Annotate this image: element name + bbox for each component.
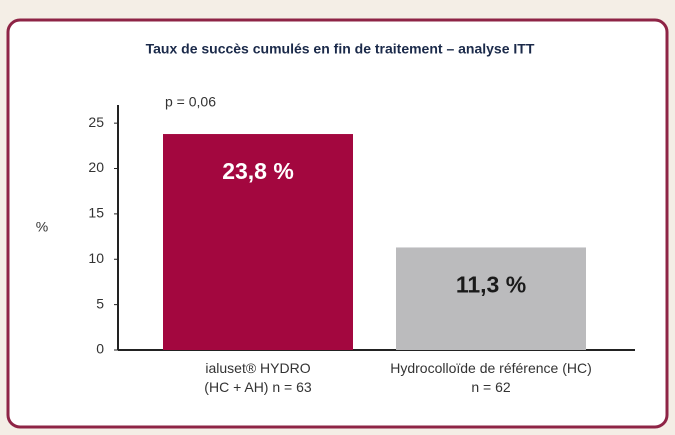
y-tick-label: 5 — [96, 295, 104, 311]
value-label: 11,3 % — [456, 272, 526, 298]
y-axis-label: % — [36, 219, 48, 235]
x-tick-label: ialuset® HYDRO (HC + AH) n = 63 — [204, 360, 312, 395]
x-tick-label: Hydrocolloïde de référence (HC) n = 62 — [390, 360, 592, 395]
bar — [396, 247, 586, 350]
annotation: p = 0,06 — [165, 94, 216, 110]
bar — [163, 134, 353, 350]
value-label: 23,8 % — [222, 158, 294, 184]
y-tick-label: 20 — [88, 159, 104, 175]
chart-title: Taux de succès cumulés en fin de traitem… — [146, 41, 535, 57]
y-tick-label: 25 — [88, 114, 104, 130]
y-tick-label: 0 — [96, 341, 104, 357]
y-tick-label: 10 — [88, 250, 104, 266]
y-tick-label: 15 — [88, 205, 104, 221]
